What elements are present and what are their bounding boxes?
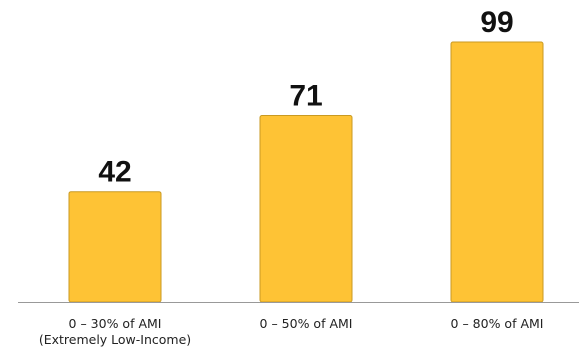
value-label-2: 71 (289, 80, 322, 113)
category-label-1: 0 – 30% of AMI (69, 316, 162, 331)
value-labels-group: 42 71 99 (98, 6, 513, 189)
category-label-1-line-2: (Extremely Low-Income) (39, 332, 191, 347)
bar-1 (68, 191, 162, 303)
bar-3 (450, 41, 544, 303)
category-labels-group: 0 – 30% of AMI(Extremely Low-Income) 0 – … (39, 316, 544, 347)
bar-2 (259, 115, 353, 303)
bars-group (68, 41, 544, 303)
category-label-3: 0 – 80% of AMI (451, 316, 544, 331)
value-label-3: 99 (480, 6, 513, 39)
value-label-1: 42 (98, 156, 131, 189)
category-label-2: 0 – 50% of AMI (260, 316, 353, 331)
